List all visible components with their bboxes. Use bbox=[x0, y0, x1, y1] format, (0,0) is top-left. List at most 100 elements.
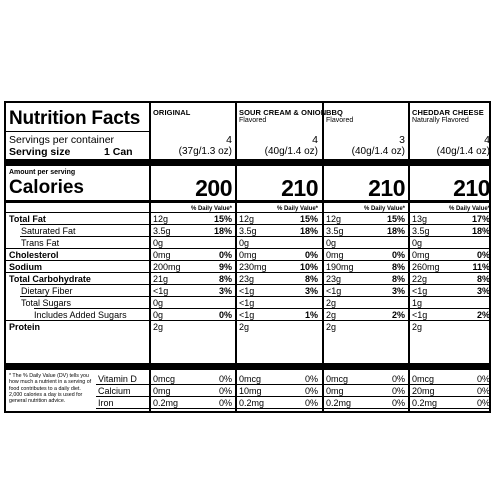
vitamin-amount-3-1: 160mg bbox=[239, 410, 267, 411]
row-separator bbox=[6, 212, 489, 213]
vitamin-row-separator bbox=[96, 384, 489, 385]
nutrient-label-2: Trans Fat bbox=[21, 238, 60, 248]
nutrient-dv-5-2: 8% bbox=[391, 274, 405, 284]
daily-value-header-1: % Daily Value* bbox=[276, 206, 318, 212]
vitamin-dv-0-3: 0% bbox=[476, 374, 490, 384]
nutrient-amount-3-2: 0mg bbox=[326, 250, 344, 260]
nutrient-dv-1-3: 18% bbox=[471, 226, 490, 236]
vitamin-dv-1-1: 0% bbox=[304, 386, 318, 396]
nutrient-amount-2-1: 0g bbox=[239, 238, 250, 248]
nutrient-amount-7-2: 2g bbox=[326, 298, 337, 308]
vitamin-dv-0-2: 0% bbox=[391, 374, 405, 384]
nutrition-facts-title: Nutrition Facts bbox=[9, 108, 141, 129]
nutrient-dv-6-3: 3% bbox=[476, 286, 490, 296]
nutrient-dv-4-2: 8% bbox=[391, 262, 405, 272]
nutrient-label-0: Total Fat bbox=[9, 214, 46, 224]
nutrient-dv-0-3: 17% bbox=[471, 214, 490, 224]
nutrient-amount-2-0: 0g bbox=[153, 238, 164, 248]
nutrient-dv-8-2: 2% bbox=[391, 310, 405, 320]
nutrient-amount-1-2: 3.5g bbox=[326, 226, 344, 236]
nutrient-dv-1-2: 18% bbox=[386, 226, 405, 236]
thick-rule-bottom bbox=[6, 363, 489, 370]
vitamin-dv-2-2: 0% bbox=[391, 398, 405, 408]
nutrient-label-5: Total Carbohydrate bbox=[9, 274, 91, 284]
nutrient-dv-3-1: 0% bbox=[304, 250, 318, 260]
column-subtitle-3: Naturally Flavored bbox=[412, 117, 469, 124]
nutrient-dv-5-3: 8% bbox=[476, 274, 490, 284]
vitamin-amount-1-2: 0mg bbox=[326, 386, 344, 396]
nutrient-amount-4-3: 260mg bbox=[412, 262, 440, 272]
vitamin-dv-3-1: 2% bbox=[237, 410, 318, 411]
vitamin-dv-1-0: 0% bbox=[218, 386, 232, 396]
nutrient-amount-3-1: 0mg bbox=[239, 250, 257, 260]
column-subtitle-1: Flavored bbox=[239, 117, 267, 124]
nutrient-label-7: Total Sugars bbox=[21, 298, 72, 308]
vitamin-dv-3-2: 2% bbox=[324, 410, 405, 411]
nutrient-label-4: Sodium bbox=[9, 262, 42, 272]
nutrient-amount-5-1: 23g bbox=[239, 274, 255, 284]
nutrient-amount-1-1: 3.5g bbox=[239, 226, 257, 236]
nutrient-amount-7-3: 1g bbox=[412, 298, 423, 308]
vitamin-amount-0-0: 0mcg bbox=[153, 374, 176, 384]
nutrient-dv-4-0: 9% bbox=[218, 262, 232, 272]
nutrient-amount-0-1: 12g bbox=[239, 214, 255, 224]
vitamin-amount-0-1: 0mcg bbox=[239, 374, 262, 384]
nutrient-dv-5-1: 8% bbox=[304, 274, 318, 284]
nutrient-amount-2-3: 0g bbox=[412, 238, 423, 248]
nutrient-amount-5-2: 23g bbox=[326, 274, 342, 284]
vitamin-amount-2-1: 0.2mg bbox=[239, 398, 265, 408]
vitamin-dv-1-3: 0% bbox=[476, 386, 490, 396]
rule-under-title bbox=[6, 131, 149, 132]
row-separator bbox=[6, 260, 489, 261]
row-separator bbox=[20, 284, 489, 285]
nutrient-dv-3-0: 0% bbox=[218, 250, 232, 260]
row-separator bbox=[6, 320, 489, 321]
column-name-0: ORIGINAL bbox=[153, 108, 191, 117]
nutrient-amount-0-3: 13g bbox=[412, 214, 428, 224]
daily-value-header-3: % Daily Value* bbox=[448, 206, 490, 212]
row-separator bbox=[20, 224, 489, 225]
column-name-2: BBQ bbox=[326, 108, 343, 117]
vitamin-dv-0-1: 0% bbox=[304, 374, 318, 384]
serving-size-label: Serving size bbox=[9, 146, 71, 158]
row-separator bbox=[6, 248, 489, 249]
vitamin-dv-2-1: 0% bbox=[304, 398, 318, 408]
column-subtitle-2: Flavored bbox=[326, 117, 354, 124]
vitamin-dv-3-0: 2% bbox=[151, 410, 232, 411]
vitamin-dv-1-2: 0% bbox=[391, 386, 405, 396]
nutrient-amount-6-3: <1g bbox=[412, 286, 428, 296]
nutrient-dv-8-3: 2% bbox=[476, 310, 490, 320]
vitamin-amount-1-1: 10mg bbox=[239, 386, 262, 396]
nutrient-amount-7-1: <1g bbox=[239, 298, 255, 308]
nutrient-amount-0-2: 12g bbox=[326, 214, 342, 224]
nutrient-dv-0-0: 15% bbox=[213, 214, 232, 224]
amount-per-serving-label: Amount per serving bbox=[9, 169, 76, 176]
nutrient-amount-6-1: <1g bbox=[239, 286, 255, 296]
nutrient-amount-8-1: <1g bbox=[239, 310, 255, 320]
calories-value-3: 210 bbox=[453, 175, 490, 201]
nutrient-dv-4-3: 11% bbox=[472, 262, 490, 272]
vitamin-amount-2-3: 0.2mg bbox=[412, 398, 438, 408]
vitamin-dv-3-3: 2% bbox=[410, 410, 489, 411]
column-divider bbox=[235, 103, 237, 411]
vitamin-label-1: Calcium bbox=[98, 386, 131, 396]
nutrient-amount-4-0: 200mg bbox=[153, 262, 181, 272]
vitamin-dv-2-0: 0% bbox=[218, 398, 232, 408]
servings-value-0: 4 bbox=[226, 134, 232, 146]
nutrient-label-3: Cholesterol bbox=[9, 250, 59, 260]
nutrition-facts-label: Nutrition Facts Servings per container S… bbox=[4, 101, 491, 413]
nutrient-amount-6-0: <1g bbox=[153, 286, 169, 296]
column-name-1: SOUR CREAM & ONION bbox=[239, 108, 327, 117]
nutrient-amount-8-0: 0g bbox=[153, 310, 164, 320]
column-divider bbox=[322, 103, 324, 411]
vitamin-amount-2-2: 0.2mg bbox=[326, 398, 352, 408]
nutrient-amount-3-0: 0mg bbox=[153, 250, 171, 260]
nutrient-dv-3-2: 0% bbox=[391, 250, 405, 260]
nutrient-amount-8-2: 2g bbox=[326, 310, 337, 320]
vitamin-row-separator bbox=[96, 396, 489, 397]
thick-rule-top bbox=[6, 159, 489, 166]
nutrient-amount-8-3: <1g bbox=[412, 310, 428, 320]
vitamin-amount-0-2: 0mcg bbox=[326, 374, 349, 384]
vitamin-amount-3-2: 160mg bbox=[326, 410, 354, 411]
nutrient-dv-8-1: 1% bbox=[304, 310, 318, 320]
